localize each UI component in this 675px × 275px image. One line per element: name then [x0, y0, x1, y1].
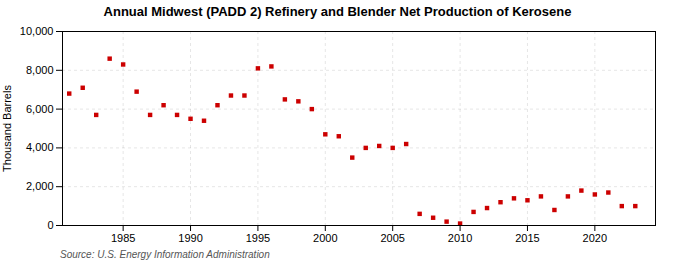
svg-text:2000: 2000 — [313, 232, 337, 244]
svg-text:0: 0 — [47, 219, 53, 231]
svg-text:1990: 1990 — [178, 232, 202, 244]
svg-text:6,000: 6,000 — [26, 103, 54, 115]
svg-text:Thousand Barrels: Thousand Barrels — [1, 85, 13, 172]
svg-text:2005: 2005 — [380, 232, 404, 244]
svg-text:4,000: 4,000 — [26, 141, 54, 153]
svg-text:2015: 2015 — [515, 232, 539, 244]
svg-text:8,000: 8,000 — [26, 64, 54, 76]
svg-text:1995: 1995 — [246, 232, 270, 244]
svg-text:1985: 1985 — [111, 232, 135, 244]
svg-text:2020: 2020 — [583, 232, 607, 244]
html-text:Source: U.S. Energy Informatio: Source: U.S. Energy Information Administ… — [60, 249, 270, 260]
svg-text:2,000: 2,000 — [26, 180, 54, 192]
svg-text:10,000: 10,000 — [20, 25, 54, 37]
html-text:Annual Midwest (PADD 2) Refine: Annual Midwest (PADD 2) Refinery and Ble… — [103, 4, 572, 19]
svg-text:2010: 2010 — [448, 232, 472, 244]
